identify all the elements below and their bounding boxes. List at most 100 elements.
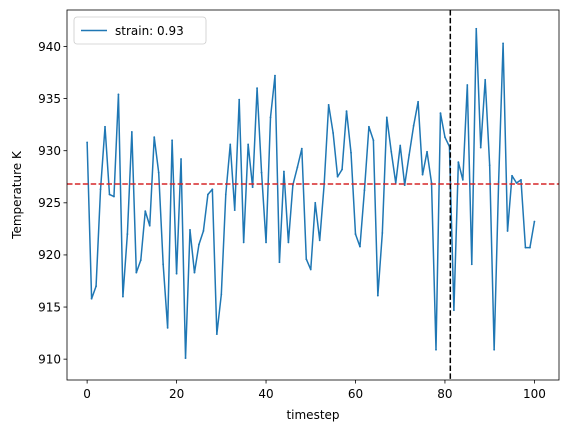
data-point — [269, 116, 272, 119]
data-point — [184, 357, 187, 360]
plot-frame — [66, 9, 560, 381]
x-tick-label: 40 — [258, 387, 273, 401]
data-point — [247, 143, 250, 146]
data-point — [233, 209, 236, 212]
data-point — [439, 112, 442, 115]
data-point — [506, 230, 509, 232]
data-point — [376, 294, 379, 297]
y-tick-label: 925 — [38, 196, 61, 210]
data-point — [229, 143, 232, 146]
y-tick-label: 915 — [38, 300, 61, 314]
data-point — [381, 232, 384, 234]
data-point — [113, 195, 115, 198]
data-point — [421, 173, 424, 176]
x-tick-label: 100 — [523, 387, 546, 401]
reference-lines — [67, 10, 559, 380]
data-point — [390, 150, 393, 153]
data-point — [265, 241, 267, 244]
data-point — [488, 164, 491, 167]
data-point — [180, 158, 182, 160]
data-point — [359, 245, 361, 248]
y-tick-label: 935 — [38, 92, 61, 106]
data-point — [524, 246, 527, 249]
data-point — [144, 210, 147, 213]
data-point — [99, 188, 102, 191]
data-point — [157, 171, 160, 174]
data-point — [260, 171, 263, 174]
data-point — [461, 178, 464, 181]
data-point — [251, 186, 254, 189]
data-point — [368, 125, 370, 128]
data-point — [318, 239, 321, 242]
y-tick-label: 920 — [38, 248, 61, 262]
data-point — [533, 220, 536, 223]
data-point — [470, 263, 473, 266]
data-point — [122, 295, 124, 298]
data-point — [171, 139, 174, 142]
data-point — [274, 74, 276, 77]
data-point — [86, 141, 89, 144]
data-point — [354, 233, 357, 235]
data-point — [202, 230, 205, 232]
y-tick-label: 940 — [38, 40, 61, 54]
data-point — [211, 188, 214, 191]
data-point — [148, 224, 151, 227]
data-point — [95, 285, 97, 288]
x-axis: 0 20 40 60 80 100 — [83, 380, 546, 401]
data-point — [139, 259, 142, 262]
data-point — [385, 116, 388, 119]
data-point — [341, 168, 343, 171]
x-axis-label: timestep — [286, 408, 339, 422]
data-point — [130, 131, 133, 133]
data-point — [135, 271, 138, 274]
data-point — [520, 178, 522, 181]
data-point — [417, 100, 420, 103]
y-tick-label: 930 — [38, 144, 61, 158]
data-point — [466, 84, 469, 86]
legend: strain: 0.93 — [73, 16, 207, 45]
data-point — [215, 333, 218, 336]
data-point — [104, 125, 106, 128]
data-point — [475, 27, 478, 30]
x-tick-label: 20 — [169, 387, 184, 401]
data-point — [336, 175, 339, 178]
data-point — [314, 201, 317, 204]
data-point — [166, 326, 169, 329]
x-tick-label: 80 — [437, 387, 452, 401]
y-axis-label: Temperature K — [10, 150, 24, 240]
data-point — [287, 241, 290, 244]
y-tick-label: 910 — [38, 352, 61, 366]
data-point — [256, 87, 258, 90]
data-point — [153, 136, 156, 139]
data-point — [300, 147, 303, 150]
data-point — [242, 241, 245, 244]
data-point — [435, 348, 437, 351]
data-point — [452, 309, 455, 312]
data-point — [332, 132, 335, 134]
data-point — [363, 189, 366, 192]
data-point — [399, 144, 402, 147]
data-point — [511, 174, 513, 177]
data-point — [412, 124, 415, 127]
data-point — [484, 78, 487, 81]
data-point — [457, 161, 460, 164]
legend-box — [73, 16, 207, 45]
data-point — [305, 258, 308, 260]
data-point — [278, 261, 281, 264]
data-point — [126, 233, 129, 235]
data-point — [345, 110, 348, 112]
data-point — [224, 193, 227, 196]
data-point — [327, 103, 330, 106]
data-point — [175, 272, 178, 275]
y-axis: 910 915 920 925 930 935 940 — [38, 40, 67, 366]
data-point — [238, 98, 241, 101]
data-point — [372, 139, 375, 142]
data-point — [515, 182, 518, 184]
x-tick-label: 0 — [83, 387, 91, 401]
data-point — [162, 263, 165, 266]
data-point — [189, 229, 191, 231]
data-point — [90, 297, 93, 300]
x-tick-label: 60 — [348, 387, 363, 401]
data-point — [444, 136, 446, 139]
